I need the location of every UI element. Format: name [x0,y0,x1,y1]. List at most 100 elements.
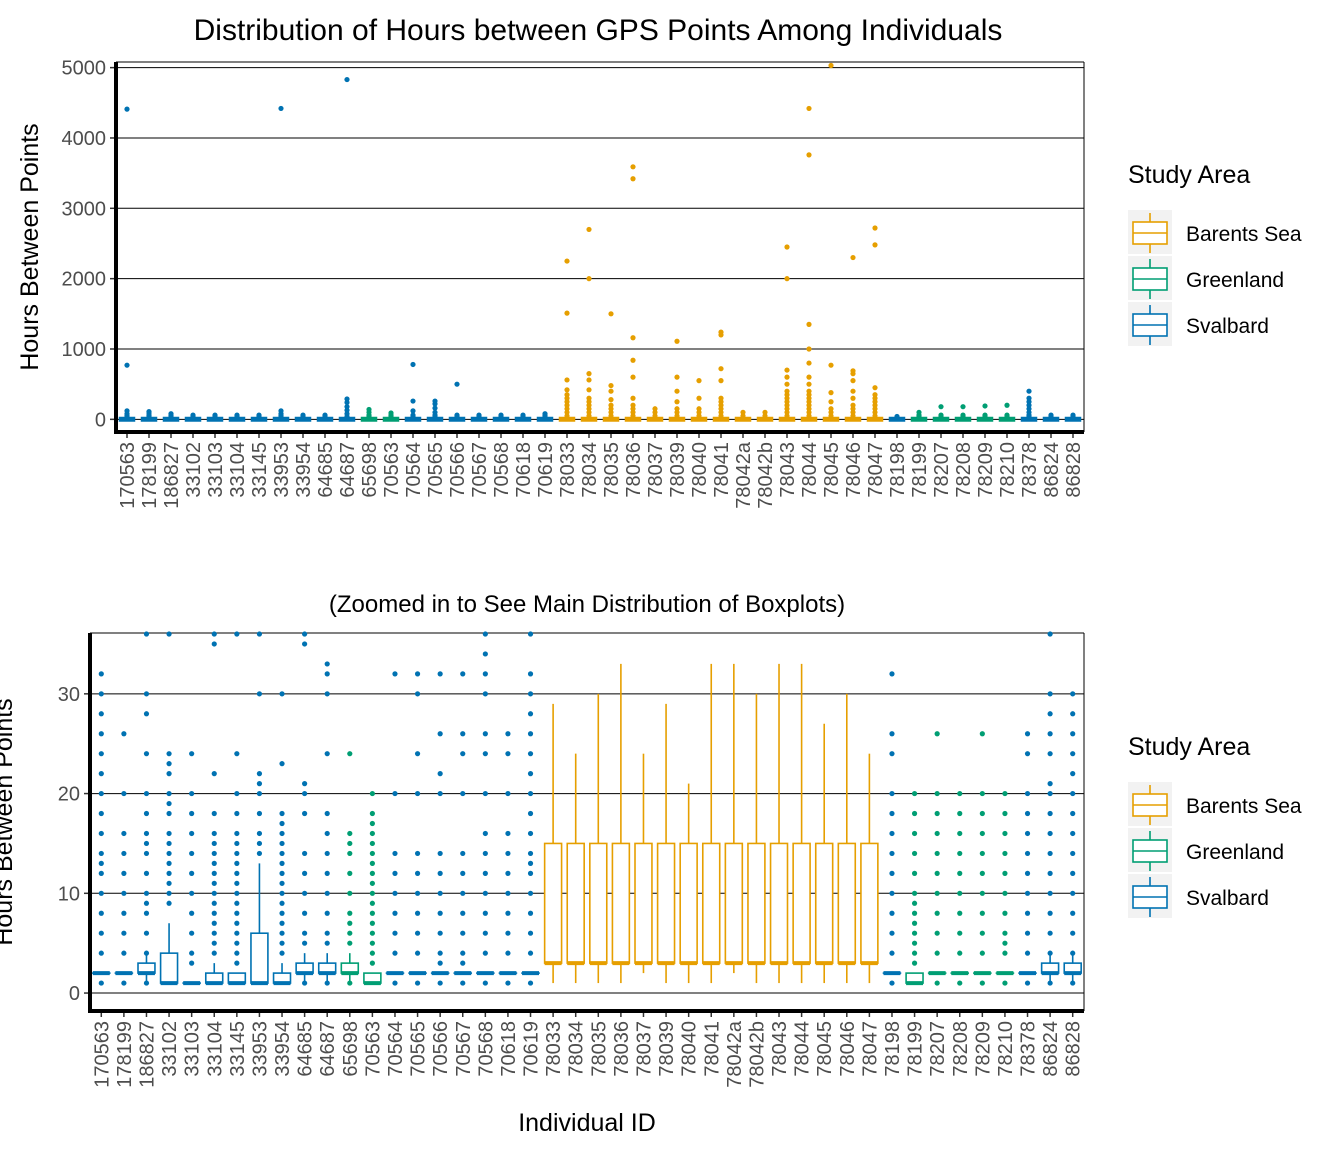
outlier-point [324,870,330,876]
x-tick-label: 70565 [408,1021,430,1077]
outlier-point [1024,950,1031,956]
x-tick-label: 70619 [521,1021,543,1077]
outlier-point [279,950,285,956]
outlier-point [437,671,443,677]
x-tick-label: 78037 [633,1021,655,1077]
box [792,842,811,964]
outlier-point [347,910,353,916]
outlier-point [784,244,790,250]
outlier-point [392,870,398,876]
outlier-point [234,860,240,866]
outlier-point [454,381,460,387]
outlier-point [1070,810,1076,817]
outlier-point [718,366,724,372]
x-tick-label: 86824 [1040,1021,1062,1077]
outlier-point [366,406,372,413]
outlier-point [302,940,308,946]
outlier-point [505,950,511,956]
outlier-point [889,890,895,896]
outlier-point [392,790,398,797]
outlier-point [482,910,488,916]
x-tick-label: 78042a [724,1020,746,1088]
outlier-point [437,910,443,916]
outlier-point [1070,771,1076,777]
outlier-point [564,310,570,316]
outlier-point [505,930,511,936]
x-tick-label: 64685 [295,1021,317,1077]
outlier-point [889,731,895,737]
outlier-point [143,890,150,896]
x-tick-label: 78210 [997,442,1019,498]
outlier-point [911,890,918,896]
outlier-point [505,910,511,916]
outlier-point [414,890,421,896]
outlier-point [410,408,416,414]
outlier-point [784,381,790,387]
outlier-point [98,711,104,717]
x-tick-label: 70566 [430,1021,452,1077]
outlier-point [279,940,285,946]
outlier-point [256,631,263,637]
outlier-point [98,691,104,697]
outlier-point [344,396,350,402]
y-axis-label: Hours Between Points [16,123,44,370]
x-tick-label: 70619 [535,442,557,498]
outlier-point [121,850,127,857]
outlier-point [460,930,466,936]
outlier-point [234,910,240,916]
box [747,842,766,964]
outlier-point [1002,950,1008,956]
outlier-point [1024,731,1031,737]
x-tick-label: 78040 [689,442,711,498]
outlier-point [1002,910,1008,916]
outlier-point [527,731,534,737]
outlier-point [143,850,150,857]
outlier-point [482,671,488,677]
outlier-point [256,412,262,418]
outlier-point [414,691,421,697]
outlier-point [211,930,217,936]
outlier-point [369,890,375,896]
x-tick-label: 33145 [249,442,271,498]
legend-label: Greenland [1186,841,1284,864]
outlier-point [324,661,330,667]
outlier-point [234,751,240,757]
box [566,842,585,964]
outlier-point [482,731,488,737]
x-tick-label: 70568 [491,442,513,498]
outlier-point [1002,870,1008,876]
outlier-point [527,771,534,777]
outlier-point [347,870,353,876]
outlier-point [324,830,330,837]
legend-label: Svalbard [1186,887,1269,910]
outlier-point [630,374,636,380]
outlier-point [166,761,172,767]
outlier-point [256,790,263,797]
outlier-point [432,398,438,404]
x-tick-label: 78207 [931,442,953,498]
outlier-point [189,960,195,966]
outlier-point [98,870,104,876]
outlier-point [1026,388,1032,394]
outlier-point [279,761,285,767]
y-tick-label: 0 [69,983,80,1005]
outlier-point [889,980,895,986]
outlier-point [527,810,534,817]
outlier-point [979,950,985,956]
outlier-point [279,860,285,866]
outlier-point [392,671,398,677]
outlier-point [1002,810,1008,817]
outlier-point [630,357,636,363]
outlier-point [279,880,285,886]
outlier-point [121,950,127,956]
outlier-point [911,790,918,797]
outlier-point [166,751,172,757]
outlier-point [482,631,488,637]
outlier-point [482,870,488,876]
x-tick-label: 78044 [792,1021,814,1077]
outlier-point [414,870,421,876]
outlier-point [279,920,285,926]
outlier-point [322,412,328,418]
outlier-point [189,751,195,757]
outlier-point [234,830,240,837]
